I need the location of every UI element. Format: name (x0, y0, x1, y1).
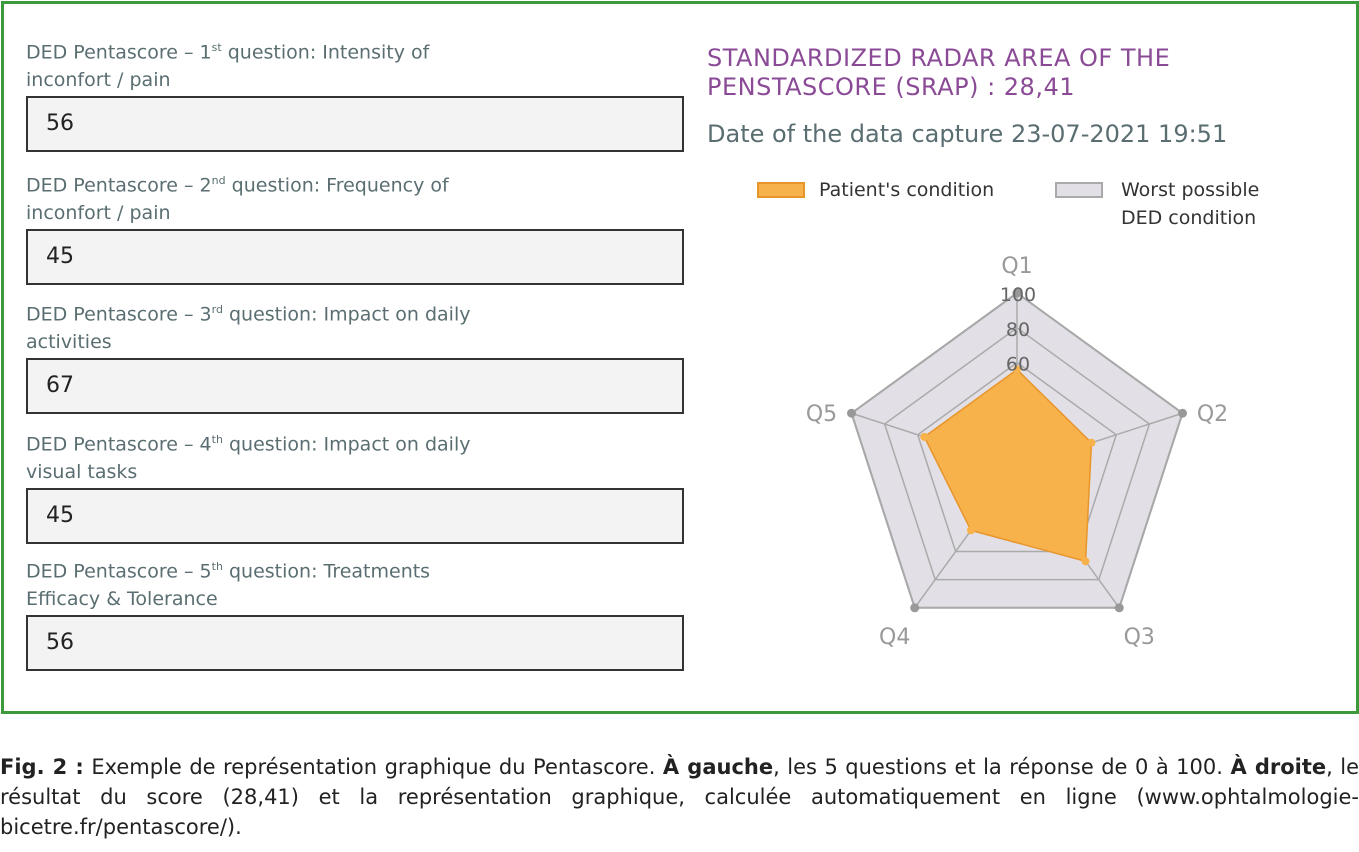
question-2: DED Pentascore – 2nd question: Frequency… (26, 167, 686, 286)
caption-text: , les 5 questions et la réponse de 0 à 1… (773, 755, 1231, 779)
tick-label: 100 (1000, 284, 1036, 306)
legend-patient: Patient's condition (757, 176, 994, 204)
worst-point (847, 408, 857, 418)
tick-label: 60 (1006, 354, 1030, 376)
radar-chart: 60 80 100 Q1 Q2 Q3 Q4 Q5 (806, 254, 1228, 650)
category-label: Q3 (1124, 625, 1155, 650)
category-label: Q1 (1001, 254, 1032, 279)
caption-bold: À droite (1230, 755, 1327, 779)
answer-input[interactable]: 45 (26, 488, 684, 545)
answer-input[interactable]: 67 (26, 358, 684, 415)
grid-ring-80 (883, 326, 1151, 581)
patient-point (966, 526, 975, 535)
category-label: Q2 (1197, 402, 1228, 427)
legend-label: Worst possible DED condition (1121, 179, 1260, 229)
question-1: DED Pentascore – 1st question: Intensity… (26, 34, 686, 153)
caption-text: , le résultat du score (28,41) et la rep… (0, 755, 1359, 839)
patient-point (920, 432, 929, 441)
grid-ring-60 (916, 361, 1118, 553)
figure-caption: Fig. 2 : Exemple de représentation graph… (0, 752, 1359, 842)
answer-input[interactable]: 56 (26, 615, 684, 672)
answer-input[interactable]: 56 (26, 96, 684, 153)
worst-point (1114, 603, 1124, 613)
legend-label: Patient's condition (819, 179, 995, 201)
capture-date: Date of the data capture 23-07-2021 19:5… (707, 120, 1228, 148)
question-label: DED Pentascore – 2nd question: Frequency… (26, 174, 449, 225)
caption-bold: À gauche (662, 755, 774, 779)
tick-label: 80 (1006, 319, 1030, 341)
patient-point (1013, 365, 1021, 374)
patient-point (1087, 438, 1096, 447)
answer-input[interactable]: 45 (26, 229, 684, 286)
figure-frame (1, 1, 1359, 714)
question-label: DED Pentascore – 4th question: Impact on… (26, 433, 471, 484)
worst-point (1177, 408, 1187, 418)
question-5: DED Pentascore – 5th question: Treatment… (26, 553, 686, 672)
srap-title: STANDARDIZED RADAR AREA OF THE PENSTASCO… (707, 44, 1171, 101)
caption-text: Exemple de représentation graphique du P… (83, 755, 663, 779)
patient-point (1081, 557, 1090, 566)
worst-point (1012, 288, 1022, 298)
caption-fig-label: Fig. 2 : (0, 755, 84, 779)
grid-ring-100 (850, 292, 1184, 609)
legend-swatch-worst (1055, 182, 1103, 198)
question-label: DED Pentascore – 3rd question: Impact on… (26, 303, 471, 354)
question-4: DED Pentascore – 4th question: Impact on… (26, 426, 686, 545)
worst-point (910, 603, 920, 613)
question-label: DED Pentascore – 1st question: Intensity… (26, 41, 430, 92)
category-label: Q4 (879, 625, 910, 650)
category-label: Q5 (806, 402, 837, 427)
legend-swatch-patient (757, 182, 805, 198)
question-label: DED Pentascore – 5th question: Treatment… (26, 560, 431, 611)
patient-area (923, 368, 1093, 563)
legend-worst: Worst possible DED condition (1055, 176, 1295, 232)
question-3: DED Pentascore – 3rd question: Impact on… (26, 296, 686, 415)
